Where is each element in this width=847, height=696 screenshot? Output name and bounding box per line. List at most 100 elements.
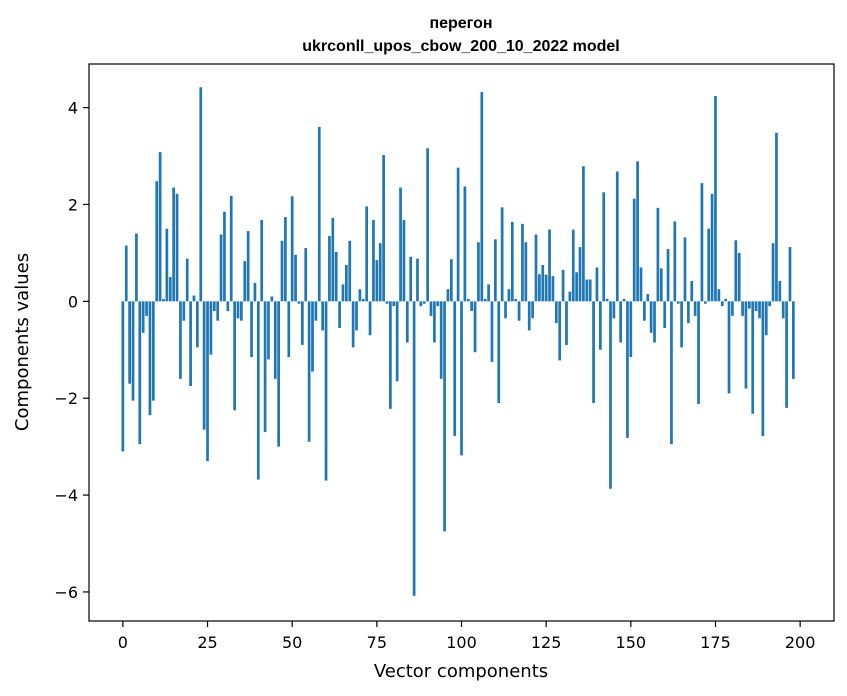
bar-72 <box>365 206 369 302</box>
chart-title: перегон <box>429 15 492 32</box>
bar-131 <box>565 301 568 345</box>
bar-189 <box>761 301 765 436</box>
bar-36 <box>243 261 247 302</box>
bar-42 <box>263 301 267 433</box>
bar-194 <box>778 280 782 302</box>
bar-61 <box>328 235 331 302</box>
bar-9 <box>151 301 155 401</box>
bar-115 <box>510 221 514 302</box>
bar-112 <box>500 207 504 302</box>
bar-11 <box>158 152 162 302</box>
bar-196 <box>785 301 788 408</box>
bar-109 <box>490 301 494 362</box>
bar-22 <box>196 301 199 348</box>
bar-185 <box>747 301 751 309</box>
bar-21 <box>192 295 196 302</box>
bar-74 <box>372 219 375 302</box>
bar-117 <box>517 301 521 321</box>
bar-166 <box>683 237 687 302</box>
bar-65 <box>341 284 345 302</box>
bar-87 <box>416 258 419 302</box>
bar-68 <box>351 301 355 348</box>
bar-140 <box>595 267 599 302</box>
bar-164 <box>676 301 680 304</box>
bar-187 <box>754 301 758 312</box>
bar-82 <box>399 187 402 302</box>
bar-157 <box>653 301 656 343</box>
y-axis-ticks: −6 −4 −2 0 2 4 <box>54 99 89 602</box>
bar-172 <box>703 301 707 304</box>
bar-12 <box>162 298 165 302</box>
bar-23 <box>199 87 203 302</box>
bar-100 <box>460 301 463 456</box>
bar-29 <box>219 234 223 302</box>
x-tick-label: 175 <box>700 633 731 652</box>
bar-191 <box>768 301 772 307</box>
bar-132 <box>568 291 572 302</box>
bar-106 <box>480 92 484 302</box>
bar-76 <box>378 243 382 302</box>
bar-105 <box>477 242 480 302</box>
y-tick-label: 4 <box>68 99 78 118</box>
bar-161 <box>666 249 670 302</box>
bar-111 <box>497 301 501 404</box>
bar-155 <box>646 294 650 302</box>
bar-181 <box>734 240 738 302</box>
bar-73 <box>368 301 372 336</box>
bar-186 <box>751 301 755 414</box>
bar-123 <box>538 274 541 302</box>
bar-167 <box>687 301 690 324</box>
bar-154 <box>643 301 646 321</box>
bar-190 <box>764 301 768 336</box>
bar-44 <box>270 296 274 302</box>
bar-160 <box>663 301 667 328</box>
bar-32 <box>229 195 233 302</box>
bar-14 <box>168 277 172 302</box>
bar-10 <box>155 181 159 302</box>
bar-156 <box>649 301 653 333</box>
bar-102 <box>466 298 470 302</box>
bar-89 <box>422 301 426 304</box>
bar-30 <box>223 211 226 302</box>
bar-142 <box>602 192 606 302</box>
chart-subtitle: ukrconll_upos_cbow_200_10_2022 model <box>302 38 619 55</box>
bar-99 <box>456 167 460 302</box>
bar-16 <box>175 193 179 302</box>
bar-126 <box>548 229 551 302</box>
bar-176 <box>717 289 721 302</box>
bar-96 <box>446 289 450 302</box>
bar-101 <box>463 186 467 302</box>
bar-6 <box>141 301 145 333</box>
bar-58 <box>317 126 321 302</box>
bar-198 <box>792 301 795 379</box>
bar-158 <box>656 207 660 302</box>
bar-114 <box>507 289 511 302</box>
bar-15 <box>172 187 176 302</box>
bar-182 <box>737 252 741 302</box>
bar-92 <box>433 301 436 343</box>
bar-104 <box>473 301 477 353</box>
bar-128 <box>554 301 558 324</box>
bar-195 <box>781 301 785 319</box>
bar-150 <box>629 301 633 358</box>
x-axis-label: Vector components <box>374 661 548 682</box>
bar-0 <box>121 301 125 452</box>
bar-53 <box>300 301 304 345</box>
bar-66 <box>345 265 348 302</box>
x-tick-label: 150 <box>616 633 647 652</box>
bar-120 <box>527 301 531 331</box>
bar-41 <box>260 219 264 302</box>
bar-20 <box>189 301 192 387</box>
bar-177 <box>720 301 724 307</box>
bar-124 <box>541 265 545 302</box>
bar-17 <box>179 301 182 379</box>
bar-146 <box>615 171 619 302</box>
bar-56 <box>311 301 314 372</box>
bar-80 <box>392 301 396 307</box>
bar-8 <box>148 301 152 416</box>
bar-139 <box>592 301 595 404</box>
bar-94 <box>439 301 443 379</box>
bar-46 <box>277 301 280 447</box>
bar-90 <box>426 148 429 302</box>
bars-group <box>121 87 795 596</box>
